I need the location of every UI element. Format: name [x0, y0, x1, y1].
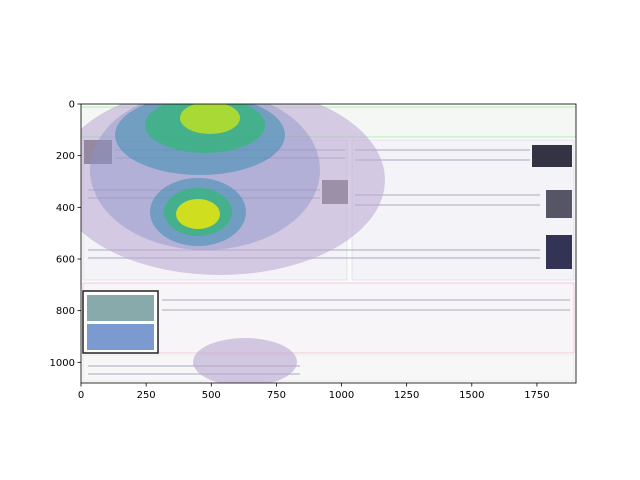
- thumbnail: [546, 235, 572, 269]
- x-tick-label: 0: [78, 390, 84, 401]
- x-tick-label: 1000: [329, 390, 354, 401]
- featured-picture: [82, 282, 575, 354]
- x-tick-label: 1250: [394, 390, 419, 401]
- axes-frame: [80, 103, 577, 384]
- y-tick-label: 0: [69, 100, 75, 111]
- x-tick-label: 500: [202, 390, 221, 401]
- y-tick-label: 600: [56, 255, 75, 266]
- thumbnail: [546, 190, 572, 218]
- y-tick-label: 400: [56, 203, 75, 214]
- y-tick-label: 1000: [50, 358, 75, 369]
- other-areas: [82, 354, 575, 382]
- x-tick-label: 250: [137, 390, 156, 401]
- x-tick-label: 1750: [524, 390, 549, 401]
- thumbnail: [532, 145, 572, 167]
- banknote: [87, 295, 154, 321]
- banknote: [87, 324, 154, 350]
- screenshot: [81, 104, 576, 383]
- x-tick-label: 750: [267, 390, 286, 401]
- density-contours: [81, 104, 385, 383]
- y-tick-label: 200: [56, 151, 75, 162]
- y-tick-label: 800: [56, 306, 75, 317]
- x-tick-label: 1500: [459, 390, 484, 401]
